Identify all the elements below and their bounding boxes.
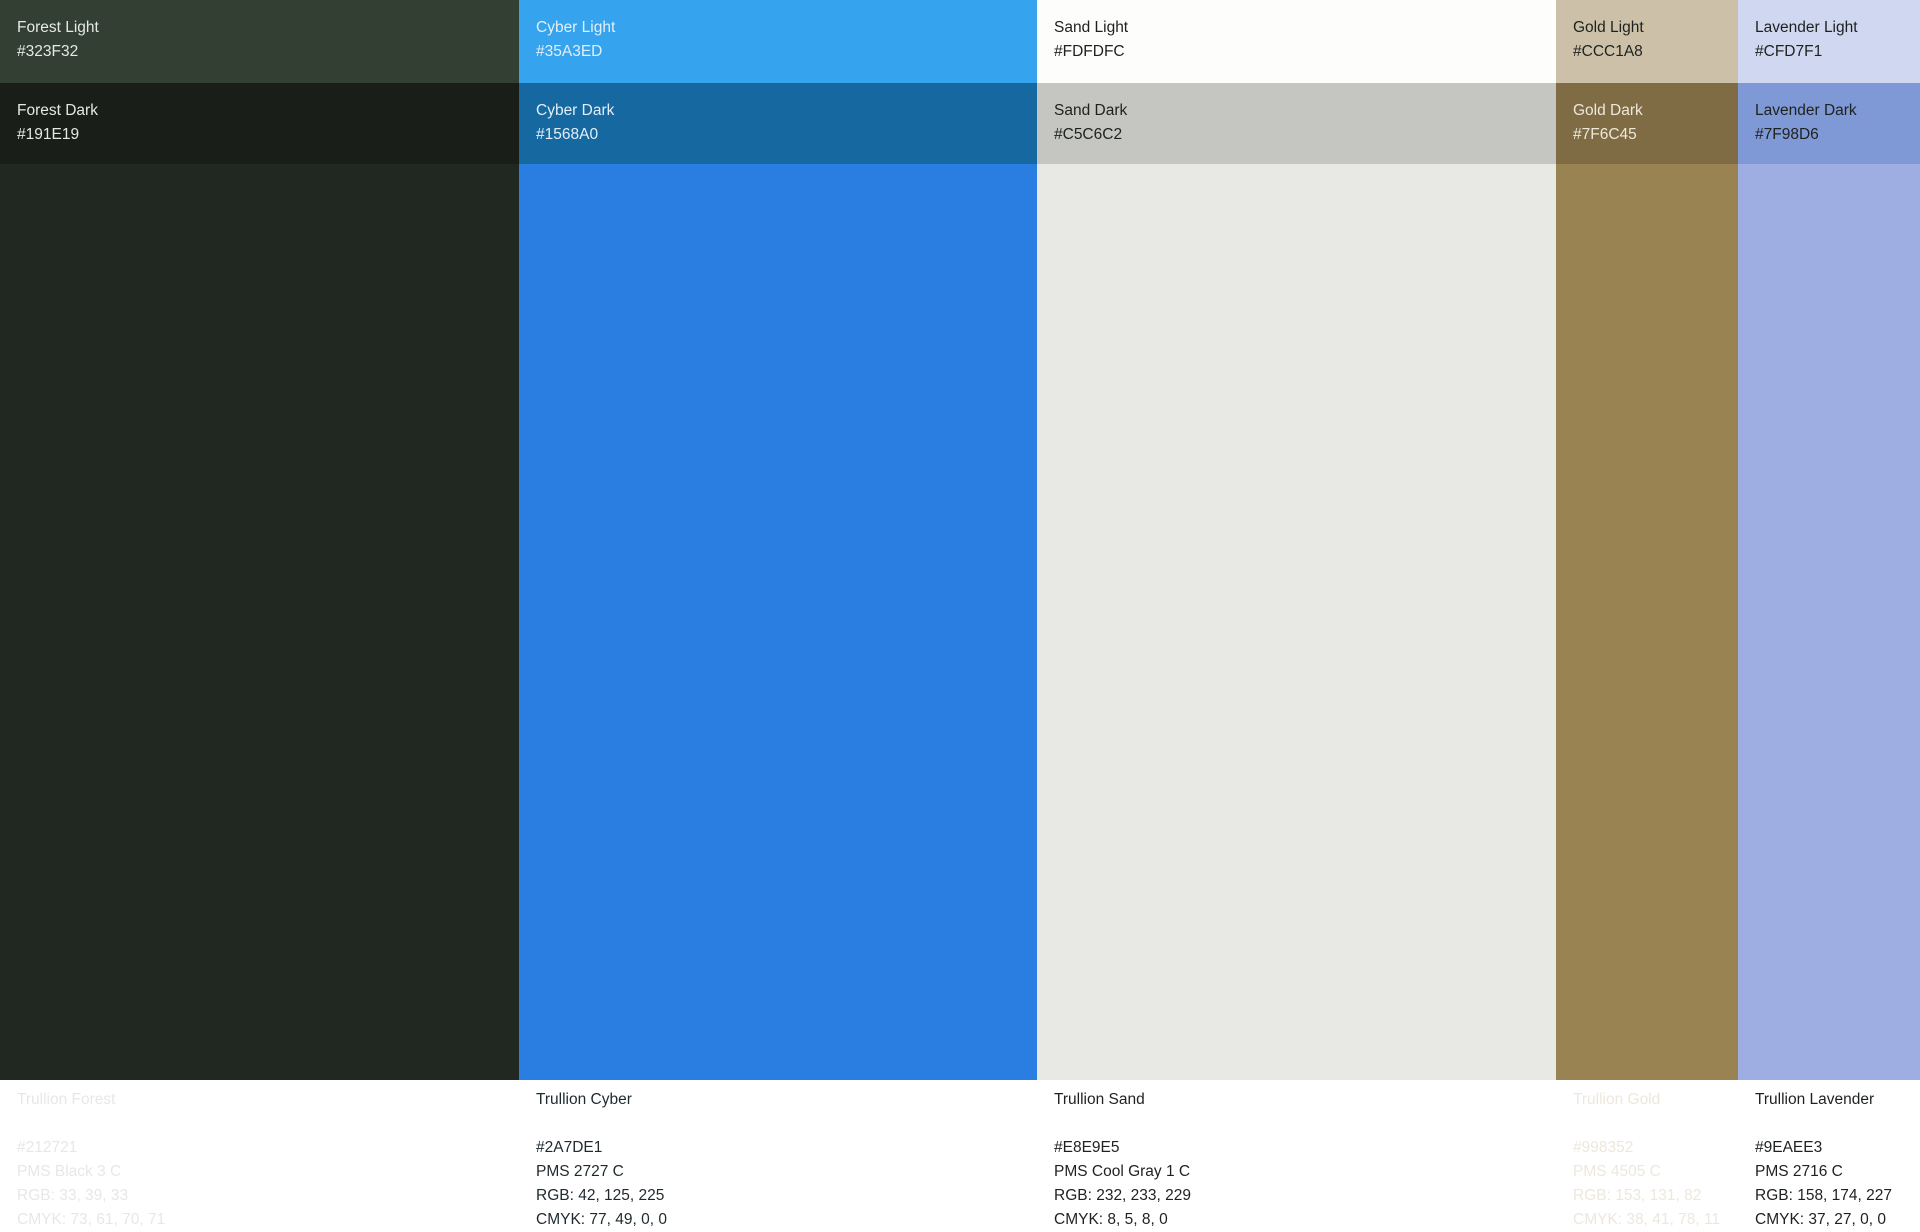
light-name: Cyber Light	[536, 19, 616, 36]
rgb-value: RGB: 42, 125, 225	[536, 1187, 665, 1204]
palette-column: Trullion Cyber #2A7DE1 PMS 2727 C RGB: 4…	[519, 0, 1037, 1228]
light-hex: #323F32	[17, 43, 79, 60]
pms-value: PMS Cool Gray 1 C	[1054, 1163, 1191, 1180]
dark-name: Cyber Dark	[536, 102, 615, 119]
light-name: Lavender Light	[1755, 19, 1858, 36]
main-swatch: Trullion Lavender #9EAEE3 PMS 2716 C RGB…	[1738, 164, 1920, 1228]
color-info: Trullion Cyber #2A7DE1 PMS 2727 C RGB: 4…	[536, 1088, 667, 1232]
palette-column: Trullion Sand #E8E9E5 PMS Cool Gray 1 C …	[1037, 0, 1556, 1228]
pms-value: PMS Black 3 C	[17, 1163, 122, 1180]
rgb-value: RGB: 153, 131, 82	[1573, 1187, 1702, 1204]
palette-column: Trullion Gold #998352 PMS 4505 C RGB: 15…	[1556, 0, 1738, 1228]
dark-swatch: Lavender Dark #7F98D6	[1738, 83, 1920, 164]
dark-swatch: Forest Dark #191E19	[0, 83, 519, 164]
light-hex: #35A3ED	[536, 43, 603, 60]
light-hex: #CCC1A8	[1573, 43, 1643, 60]
hex-value: #9EAEE3	[1755, 1139, 1823, 1156]
color-name: Trullion Sand	[1054, 1091, 1145, 1108]
color-name: Trullion Forest	[17, 1091, 116, 1108]
cmyk-value: CMYK: 77, 49, 0, 0	[536, 1211, 667, 1228]
main-swatch: Trullion Forest #212721 PMS Black 3 C RG…	[0, 164, 519, 1228]
color-name: Trullion Lavender	[1755, 1091, 1875, 1108]
cmyk-value: CMYK: 37, 27, 0, 0	[1755, 1211, 1886, 1228]
color-info: Trullion Sand #E8E9E5 PMS Cool Gray 1 C …	[1054, 1088, 1191, 1232]
dark-name: Lavender Dark	[1755, 102, 1857, 119]
main-swatch: Trullion Gold #998352 PMS 4505 C RGB: 15…	[1556, 164, 1738, 1228]
light-swatch: Cyber Light #35A3ED	[519, 0, 1037, 83]
pms-value: PMS 2716 C	[1755, 1163, 1843, 1180]
color-name: Trullion Cyber	[536, 1091, 632, 1108]
light-name: Forest Light	[17, 19, 99, 36]
light-hex: #FDFDFC	[1054, 43, 1125, 60]
dark-name: Forest Dark	[17, 102, 98, 119]
light-swatch: Lavender Light #CFD7F1	[1738, 0, 1920, 83]
palette-column: Trullion Lavender #9EAEE3 PMS 2716 C RGB…	[1738, 0, 1920, 1228]
color-info: Trullion Forest #212721 PMS Black 3 C RG…	[17, 1088, 165, 1232]
cmyk-value: CMYK: 8, 5, 8, 0	[1054, 1211, 1168, 1228]
dark-hex: #1568A0	[536, 126, 599, 143]
color-info: Trullion Gold #998352 PMS 4505 C RGB: 15…	[1573, 1088, 1720, 1232]
color-info: Trullion Lavender #9EAEE3 PMS 2716 C RGB…	[1755, 1088, 1892, 1232]
light-swatch: Gold Light #CCC1A8	[1556, 0, 1738, 83]
light-name: Sand Light	[1054, 19, 1129, 36]
main-swatch: Trullion Sand #E8E9E5 PMS Cool Gray 1 C …	[1037, 164, 1556, 1228]
pms-value: PMS 4505 C	[1573, 1163, 1661, 1180]
dark-hex: #7F98D6	[1755, 126, 1819, 143]
dark-swatch: Sand Dark #C5C6C2	[1037, 83, 1556, 164]
cmyk-value: CMYK: 73, 61, 70, 71	[17, 1211, 166, 1228]
hex-value: #212721	[17, 1139, 78, 1156]
dark-name: Sand Dark	[1054, 102, 1128, 119]
palette-column: Trullion Forest #212721 PMS Black 3 C RG…	[0, 0, 519, 1228]
dark-name: Gold Dark	[1573, 102, 1643, 119]
dark-hex: #7F6C45	[1573, 126, 1637, 143]
light-swatch: Forest Light #323F32	[0, 0, 519, 83]
main-swatch: Trullion Cyber #2A7DE1 PMS 2727 C RGB: 4…	[519, 164, 1037, 1228]
light-name: Gold Light	[1573, 19, 1644, 36]
light-hex: #CFD7F1	[1755, 43, 1823, 60]
pms-value: PMS 2727 C	[536, 1163, 624, 1180]
dark-swatch: Cyber Dark #1568A0	[519, 83, 1037, 164]
dark-hex: #C5C6C2	[1054, 126, 1123, 143]
cmyk-value: CMYK: 38, 41, 78, 11	[1573, 1211, 1721, 1228]
light-swatch: Sand Light #FDFDFC	[1037, 0, 1556, 83]
hex-value: #2A7DE1	[536, 1139, 603, 1156]
dark-hex: #191E19	[17, 126, 80, 143]
rgb-value: RGB: 158, 174, 227	[1755, 1187, 1893, 1204]
color-name: Trullion Gold	[1573, 1091, 1661, 1108]
dark-swatch: Gold Dark #7F6C45	[1556, 83, 1738, 164]
hex-value: #998352	[1573, 1139, 1634, 1156]
rgb-value: RGB: 33, 39, 33	[17, 1187, 129, 1204]
rgb-value: RGB: 232, 233, 229	[1054, 1187, 1192, 1204]
hex-value: #E8E9E5	[1054, 1139, 1120, 1156]
